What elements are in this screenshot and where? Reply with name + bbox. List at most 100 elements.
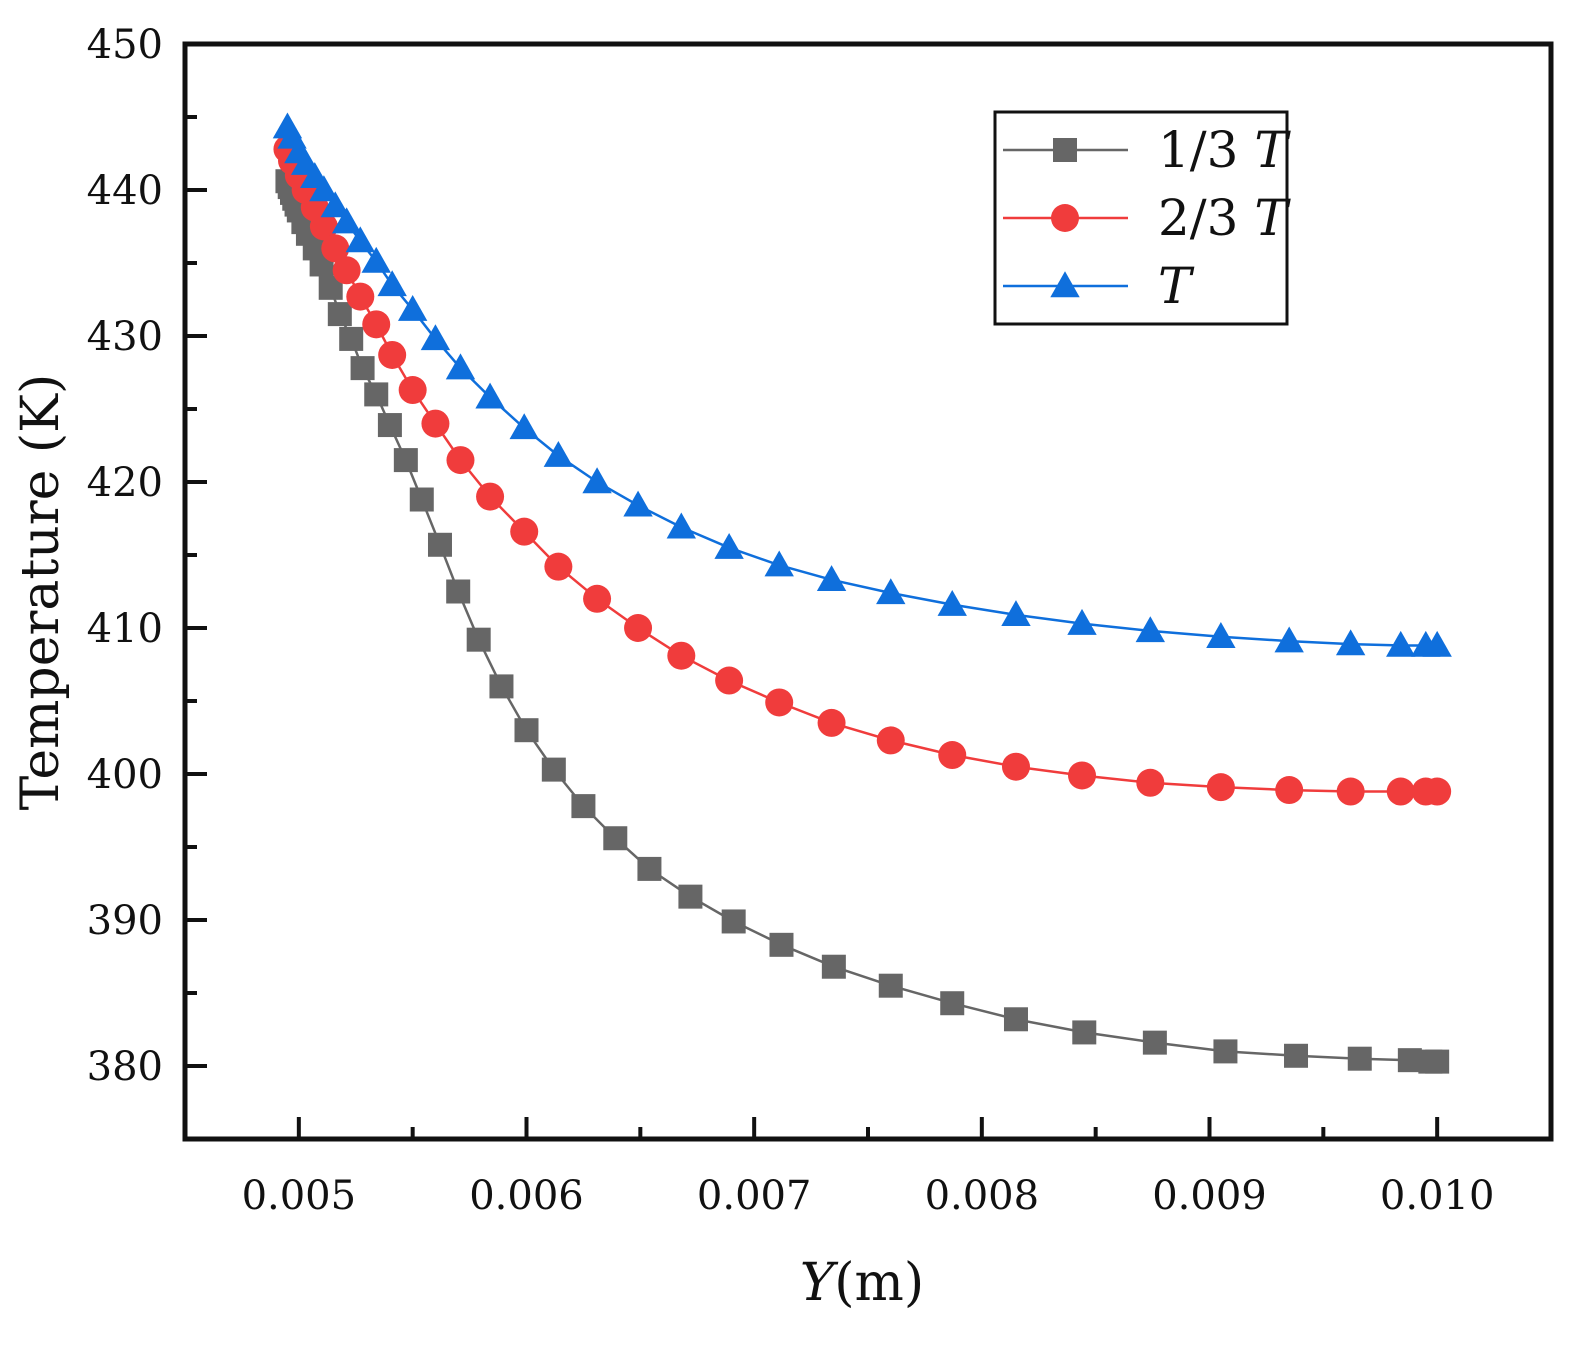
axis-ticks: 0.005 0.006 0.007 0.008 0.009 0.010 380 390 400 4… xyxy=(87,22,1495,1219)
series-2 xyxy=(273,135,1452,806)
legend-entry: T xyxy=(1003,257,1195,315)
data-point-square xyxy=(1397,1048,1422,1073)
data-point-square xyxy=(721,909,746,934)
legend-label-prefix: 1/3 xyxy=(1158,121,1254,179)
data-point-circle xyxy=(1275,776,1304,805)
data-point-circle xyxy=(362,310,391,339)
data-point-circle xyxy=(476,482,505,511)
legend-label: 1/3 T xyxy=(1158,121,1291,179)
x-tick-label: 0.010 xyxy=(1380,1173,1495,1219)
data-point-square xyxy=(1347,1046,1372,1071)
data-point-circle xyxy=(876,726,905,755)
data-point-circle xyxy=(1206,773,1235,802)
data-point-triangle xyxy=(582,467,612,494)
y-tick-label: 400 xyxy=(87,752,163,798)
data-point-triangle xyxy=(1274,626,1304,653)
data-point-triangle xyxy=(420,324,451,351)
legend-entry: 2/3 T xyxy=(1003,189,1291,247)
series-3 xyxy=(272,112,1452,657)
data-point-square xyxy=(427,532,452,557)
data-point-triangle xyxy=(361,246,391,273)
data-point-circle xyxy=(309,212,338,241)
data-point-square xyxy=(409,487,434,512)
data-point-square xyxy=(350,356,375,381)
data-point-circle xyxy=(332,256,361,285)
legend-entry: 1/3 T xyxy=(1003,121,1291,179)
x-axis-title: Y(m) xyxy=(800,1253,924,1313)
data-point-square xyxy=(327,302,352,327)
data-point-triangle xyxy=(397,295,428,321)
data-point-circle xyxy=(446,446,475,475)
legend-label-prefix: 2/3 xyxy=(1158,189,1254,247)
y-tick-label: 410 xyxy=(87,606,163,652)
data-point-square xyxy=(603,826,628,851)
data-point-triangle xyxy=(543,441,574,467)
data-point-triangle xyxy=(1386,630,1416,657)
legend-marker-triangle xyxy=(1050,271,1080,298)
data-point-circle xyxy=(1136,768,1165,797)
data-point-triangle xyxy=(1335,629,1366,656)
data-point-square xyxy=(678,884,703,909)
data-point-triangle xyxy=(666,512,697,539)
data-point-square xyxy=(821,954,846,979)
data-point-circle xyxy=(510,517,539,546)
data-point-triangle xyxy=(377,270,407,297)
data-point-circle xyxy=(346,282,375,311)
data-point-circle xyxy=(1068,761,1097,790)
data-point-circle xyxy=(667,641,696,670)
data-point-square xyxy=(489,674,514,699)
data-point-square xyxy=(446,579,471,604)
data-point-square xyxy=(339,326,364,351)
x-axis-title-variable: Y xyxy=(800,1253,839,1313)
x-tick-label: 0.006 xyxy=(469,1173,584,1219)
y-tick-label: 450 xyxy=(87,22,163,68)
data-point-triangle xyxy=(320,191,350,218)
legend-marker-circle xyxy=(1051,204,1079,232)
data-point-circle xyxy=(1336,777,1365,806)
data-point-circle xyxy=(1386,777,1415,806)
data-point-square xyxy=(878,973,903,998)
x-tick-label: 0.008 xyxy=(925,1173,1040,1219)
data-point-circle xyxy=(1001,752,1030,781)
legend-label-variable: T xyxy=(1254,121,1291,179)
data-point-triangle xyxy=(1422,630,1452,657)
data-point-circle xyxy=(765,688,794,717)
data-point-square xyxy=(541,757,566,782)
data-point-square xyxy=(466,627,491,652)
data-point-circle xyxy=(398,376,427,405)
legend: 1/3 T2/3 TT xyxy=(993,110,1291,326)
series-layer xyxy=(272,112,1452,1074)
data-point-square xyxy=(1003,1007,1028,1032)
legend-label: T xyxy=(1158,257,1195,315)
data-point-square xyxy=(940,991,965,1016)
legend-label-variable: T xyxy=(1158,257,1195,315)
data-point-circle xyxy=(421,409,450,438)
series-1 xyxy=(275,169,1450,1074)
data-point-circle xyxy=(938,741,967,770)
data-point-triangle xyxy=(1067,608,1097,635)
data-point-square xyxy=(1213,1039,1238,1064)
y-tick-label: 390 xyxy=(87,898,163,944)
data-point-triangle xyxy=(714,533,744,559)
data-point-square xyxy=(1072,1020,1097,1045)
data-point-triangle xyxy=(475,382,505,409)
data-point-square xyxy=(377,413,402,438)
data-point-square xyxy=(571,794,596,819)
x-tick-label: 0.009 xyxy=(1152,1173,1267,1219)
data-point-circle xyxy=(321,234,350,263)
data-point-circle xyxy=(583,584,612,613)
data-point-circle xyxy=(544,552,573,581)
data-point-circle xyxy=(817,708,846,737)
y-tick-label: 430 xyxy=(87,314,163,360)
x-tick-label: 0.007 xyxy=(697,1173,812,1219)
y-tick-label: 380 xyxy=(87,1044,163,1090)
data-point-triangle xyxy=(764,550,794,577)
data-point-triangle xyxy=(309,175,339,202)
x-tick-label: 0.005 xyxy=(242,1173,357,1219)
data-point-triangle xyxy=(345,226,376,253)
legend-label-variable: T xyxy=(1254,189,1291,247)
y-axis-title: Temperature (K) xyxy=(11,374,71,811)
